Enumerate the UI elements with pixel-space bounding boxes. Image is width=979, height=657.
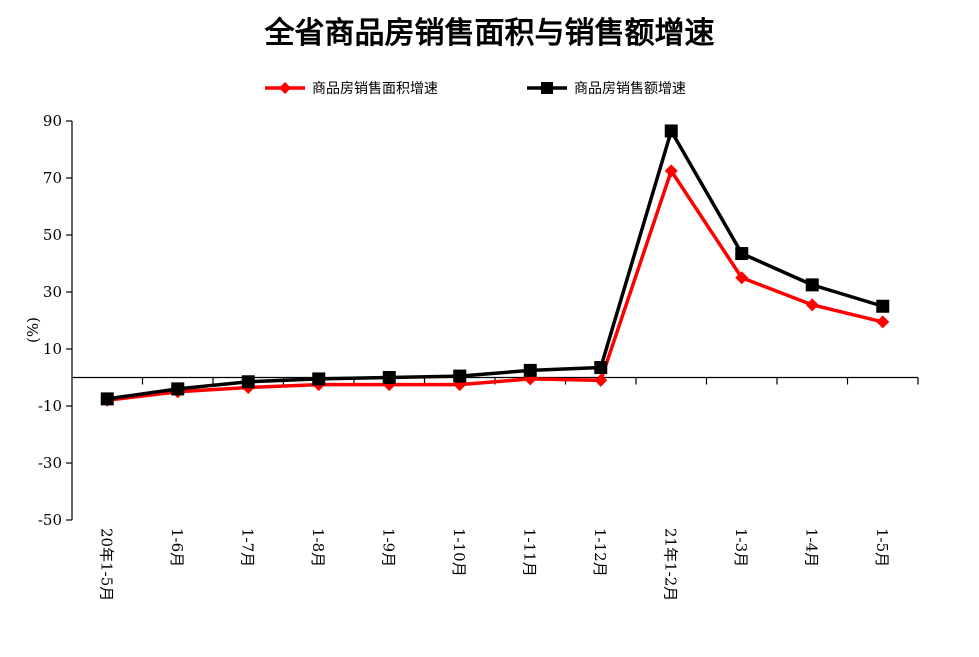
series-2 (100, 124, 890, 406)
y-tick-label: 50 (43, 226, 62, 244)
data-point (453, 369, 467, 383)
series-line (107, 129, 884, 401)
data-point (805, 278, 819, 292)
data-point (382, 371, 396, 384)
data-point (594, 361, 608, 375)
data-point (312, 372, 326, 386)
legend-marker (279, 82, 291, 94)
data-point (876, 315, 890, 329)
data-point (735, 247, 749, 261)
y-tick-label: -30 (38, 454, 62, 472)
data-point (171, 382, 185, 396)
data-point (100, 392, 114, 406)
y-tick-label: 10 (43, 340, 62, 358)
y-tick-label: 70 (43, 169, 62, 187)
y-axis-label: (%) (24, 317, 42, 343)
data-point (876, 299, 890, 313)
data-point (241, 375, 255, 389)
data-point (664, 164, 678, 178)
x-tick-label: 1-7月 (238, 528, 256, 567)
data-point (735, 271, 749, 285)
legend-label: 商品房销售额增速 (574, 81, 686, 97)
x-tick-label: 1-12月 (591, 528, 609, 577)
x-tick-label: 1-5月 (873, 528, 891, 567)
data-point (523, 363, 537, 377)
x-tick-label: 1-9月 (379, 528, 397, 567)
series-layer (100, 124, 890, 407)
x-tick-label: 1-4月 (802, 528, 820, 567)
y-tick-label: -50 (38, 511, 62, 529)
legend-label: 商品房销售面积增速 (312, 81, 438, 97)
x-tick-label: 1-11月 (520, 528, 538, 577)
chart-title: 全省商品房销售面积与销售额增速 (264, 16, 715, 51)
x-tick-label: 1-6月 (168, 528, 186, 567)
y-tick-label: -10 (38, 397, 62, 415)
x-tick-label: 1-10月 (450, 528, 468, 577)
series-line (107, 169, 884, 403)
data-point (805, 298, 819, 312)
legend-item-2: 商品房销售额增速 (527, 81, 686, 97)
series-1 (100, 164, 890, 407)
axes: 90 70 50 30 10 -10 -30 -50 20年1-5月 1-6月 1-7月 1-8月 1-… (38, 112, 919, 601)
legend: 商品房销售面积增速 商品房销售额增速 (265, 81, 686, 97)
x-tick-label: 20年1-5月 (97, 528, 115, 601)
legend-item-1: 商品房销售面积增速 (265, 81, 438, 97)
data-point (594, 373, 608, 387)
x-tick-label: 1-8月 (309, 528, 327, 567)
legend-marker (541, 82, 553, 94)
y-tick-label: 30 (43, 283, 62, 301)
x-tick-label: 1-3月 (732, 528, 750, 567)
data-point (664, 124, 678, 138)
x-tick-label: 21年1-2月 (661, 528, 679, 601)
y-tick-label: 90 (43, 112, 62, 130)
